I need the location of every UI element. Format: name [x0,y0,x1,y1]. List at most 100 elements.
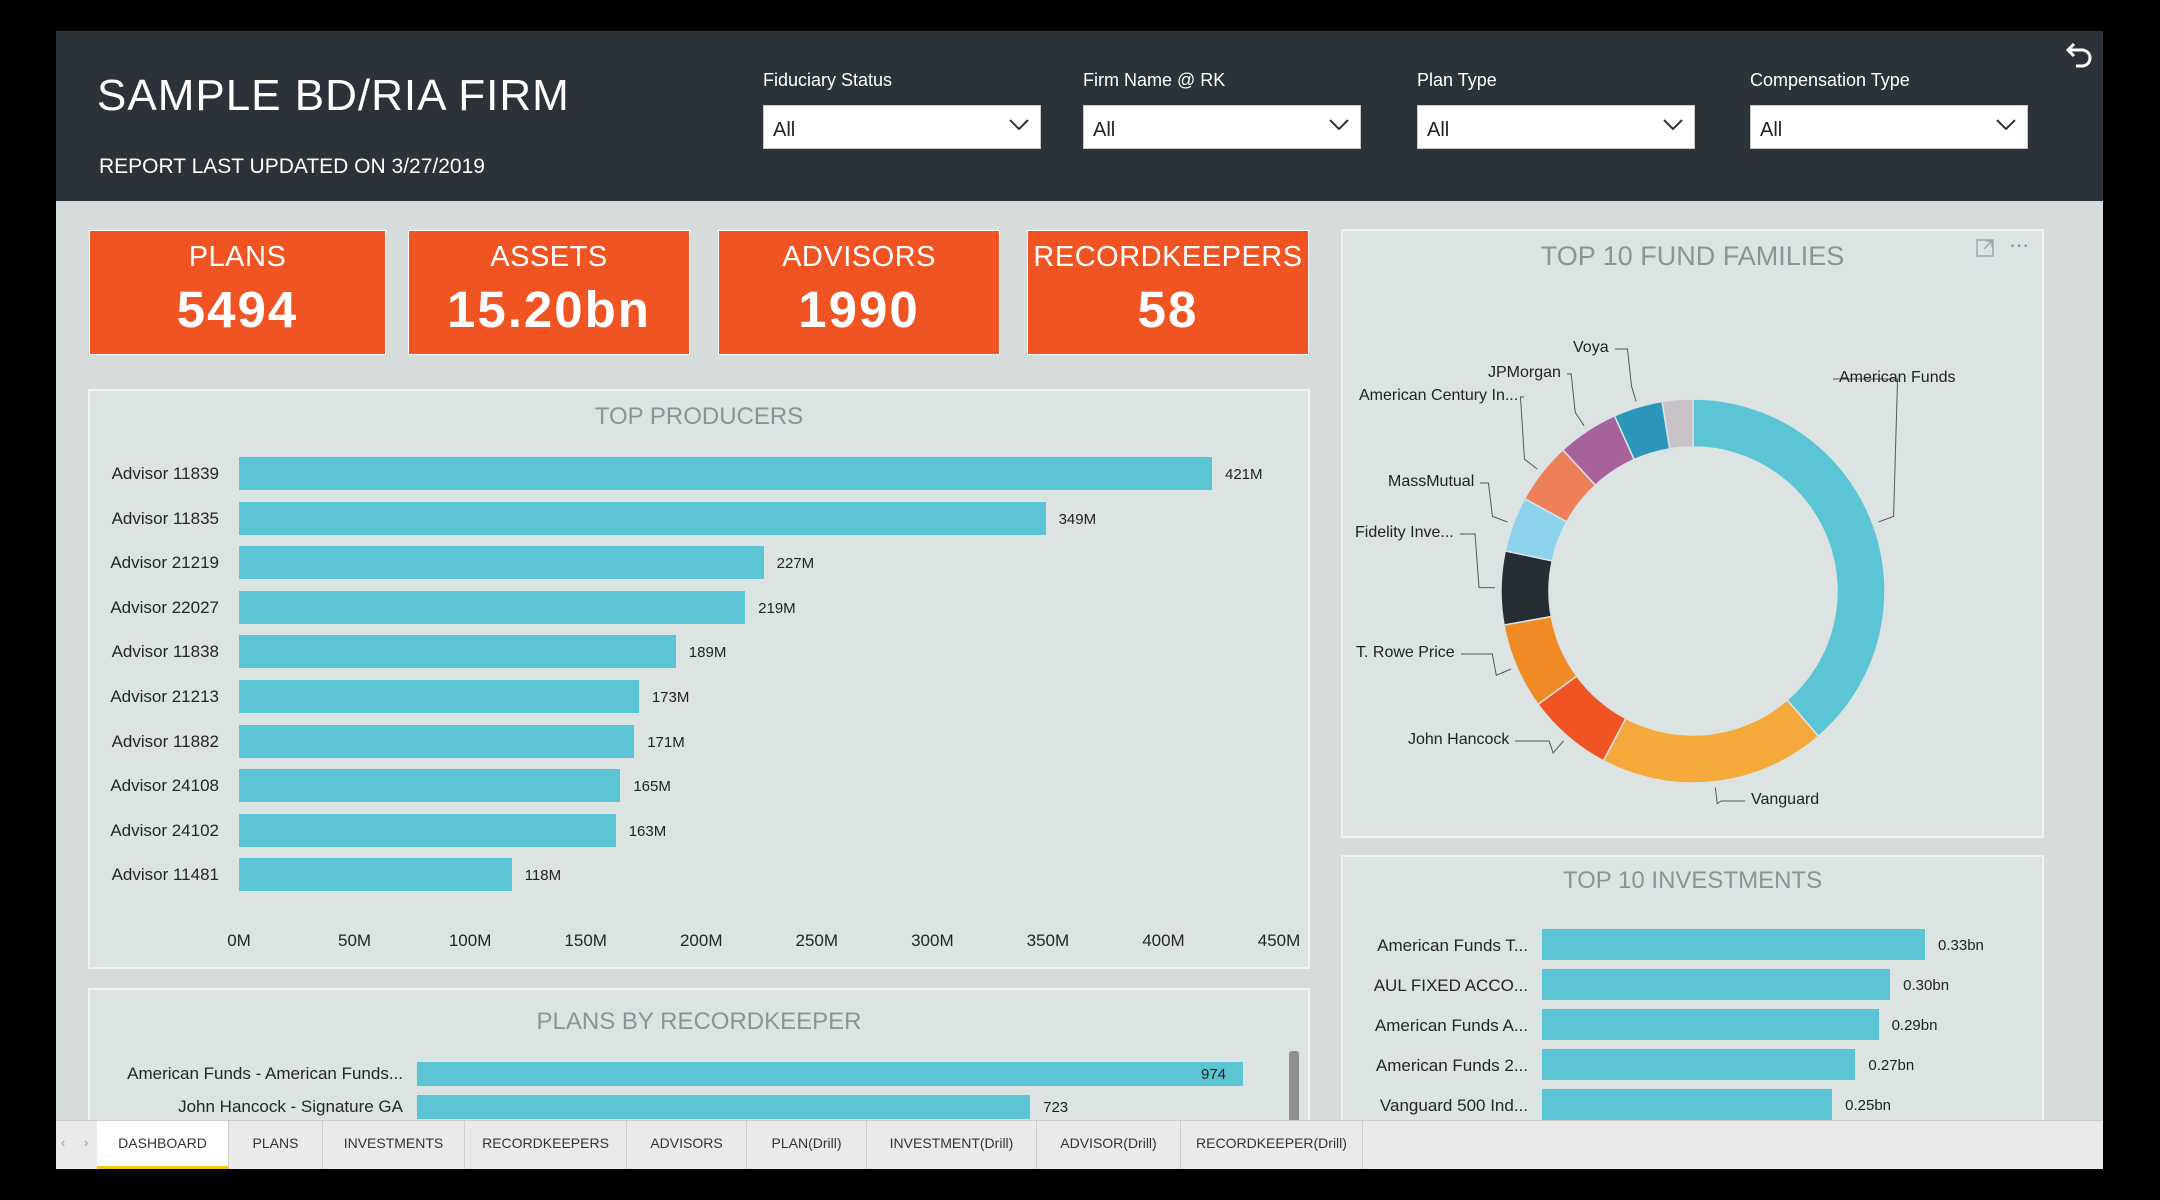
recordkeeper-value: 974 [1201,1066,1227,1083]
plan-type-dropdown[interactable]: All [1417,105,1695,149]
producer-value: 227M [776,555,815,573]
recordkeeper-bar[interactable] [417,1062,1243,1086]
more-options-icon[interactable]: ⋯ [2009,235,2030,257]
investment-label: AUL FIXED ACCO... [1373,976,1528,995]
tab-investments[interactable]: INVESTMENTS [323,1121,465,1169]
kpi-label: ADVISORS [782,241,936,273]
top-investments-panel[interactable]: TOP 10 INVESTMENTS American Funds T... 0.… [1341,855,2044,1169]
producer-bar[interactable] [239,769,621,803]
kpi-value: 5494 [176,281,299,338]
producer-value: 171M [647,733,685,751]
tab-plandrill[interactable]: PLAN(Drill) [747,1121,867,1169]
page-tab-bar: ‹ › DASHBOARD PLANS INVESTMENTS RECORDKEEPE… [56,1120,2103,1169]
x-axis-tick: 350M [1026,931,1070,950]
donut-slice-label: JPMorgan [1488,364,1561,381]
compensation-type-dropdown[interactable]: All [1750,105,2028,149]
tab-scroll-left-icon[interactable]: ‹ [61,1135,66,1150]
producer-label: Advisor 22027 [110,597,219,617]
producer-label: Advisor 11839 [111,464,219,483]
undo-icon[interactable] [2065,40,2095,70]
panel-title: TOP PRODUCERS [594,403,804,430]
investment-bar[interactable] [1542,929,1925,960]
producer-bar[interactable] [239,457,1212,490]
leader-line [1461,653,1512,676]
tab-scroll-right-icon[interactable]: › [84,1135,89,1150]
investment-value: 0.27bn [1868,1057,1915,1074]
kpi-plans[interactable]: PLANS 5494 [89,230,386,355]
producer-bar[interactable] [239,590,746,624]
producer-value: 173M [651,689,690,706]
kpi-assets[interactable]: ASSETS 15.20bn [408,230,690,355]
panel-title: TOP 10 FUND FAMILIES [1540,241,1845,271]
donut-slice-label: Voya [1573,339,1609,356]
kpi-advisors[interactable]: ADVISORS 1990 [718,230,1000,355]
producer-label: Advisor 21213 [110,687,219,706]
producer-bar[interactable] [239,858,512,892]
recordkeeper-bar[interactable] [417,1095,1031,1119]
plans-by-recordkeeper-panel[interactable]: PLANS BY RECORDKEEPER American Funds - A… [88,988,1310,1168]
investment-bar[interactable] [1542,1009,1879,1040]
x-axis-tick: 50M [338,931,372,950]
investment-bar[interactable] [1542,1089,1833,1120]
tab-advisors[interactable]: ADVISORS [627,1121,747,1169]
fund-families-donut [1460,348,1899,805]
investment-bar[interactable] [1542,1049,1856,1080]
top-producers-chart: Advisor 11839 421M Advisor 11835 349M Adviso… [90,391,1308,967]
fiduciary-status-dropdown[interactable]: All [763,105,1041,149]
x-axis-tick: 0M [227,931,251,950]
producer-bar[interactable] [239,813,616,847]
donut-slice[interactable] [1602,698,1820,784]
dropdown-value: All [1760,119,1783,141]
producer-bar[interactable] [239,680,639,713]
tab-advisordrill[interactable]: ADVISOR(Drill) [1037,1121,1181,1169]
leader-line [1615,348,1637,402]
kpi-label: PLANS [188,241,287,273]
investment-value: 0.30bn [1903,977,1950,994]
producer-bar[interactable] [239,635,676,669]
fund-families-panel[interactable]: TOP 10 FUND FAMILIES ⋯ American Funds Van… [1341,229,2044,838]
focus-mode-icon[interactable] [1974,237,1996,259]
producer-label: Advisor 11481 [111,865,219,885]
kpi-recordkeepers[interactable]: RECORDKEEPERS 58 [1027,230,1309,355]
producer-label: Advisor 21219 [110,553,219,573]
leader-line [1833,378,1899,523]
producer-value: 118M [524,867,562,885]
x-axis-tick: 400M [1142,931,1185,950]
panel-title: PLANS BY RECORDKEEPER [536,1008,862,1035]
leader-line [1567,373,1585,426]
donut-slice-label: American Funds [1839,369,1956,386]
kpi-value: 58 [1137,281,1199,338]
scrollbar[interactable] [1289,1051,1299,1129]
chevron-down-icon [1009,119,1029,131]
donut-slice[interactable] [1661,398,1694,450]
top-producers-panel[interactable]: TOP PRODUCERS Advisor 11839 421M Advisor 1… [88,389,1310,969]
donut-slice-label: American Century In... [1359,387,1519,404]
firm-name-dropdown[interactable]: All [1083,105,1361,149]
x-axis-tick: 100M [448,931,492,950]
filter-firm-name: Firm Name @ RK All [1083,67,1361,149]
filter-plan-type: Plan Type All [1417,67,1695,149]
kpi-label: ASSETS [490,241,608,273]
leader-line [1480,482,1508,523]
donut-slice-label: Vanguard [1751,791,1820,808]
donut-slice[interactable] [1500,549,1554,626]
producer-label: Advisor 11838 [111,642,219,662]
filter-compensation-type: Compensation Type All [1750,67,2028,149]
producer-value: 189M [688,644,727,662]
tab-investmentdrill[interactable]: INVESTMENT(Drill) [867,1121,1037,1169]
donut-slice-label: T. Rowe Price [1356,644,1455,661]
tab-recordkeepers[interactable]: RECORDKEEPERS [465,1121,627,1169]
tab-plans[interactable]: PLANS [229,1121,323,1169]
top-investments-chart: American Funds T... 0.33bn AUL FIXED ACCO.… [1343,857,2042,1169]
investment-label: American Funds 2... [1375,1056,1528,1075]
investment-bar[interactable] [1542,969,1891,1000]
donut-slice[interactable] [1692,398,1886,738]
report-updated-date: REPORT LAST UPDATED ON 3/27/2019 [99,155,485,178]
tab-recordkeeperdrill[interactable]: RECORDKEEPER(Drill) [1181,1121,1363,1169]
tab-dashboard[interactable]: DASHBOARD [97,1121,229,1169]
filter-label: Compensation Type [1750,70,1910,90]
producer-bar[interactable] [239,546,764,580]
x-axis-tick: 250M [795,931,839,950]
producer-bar[interactable] [239,501,1046,535]
producer-bar[interactable] [239,724,635,758]
